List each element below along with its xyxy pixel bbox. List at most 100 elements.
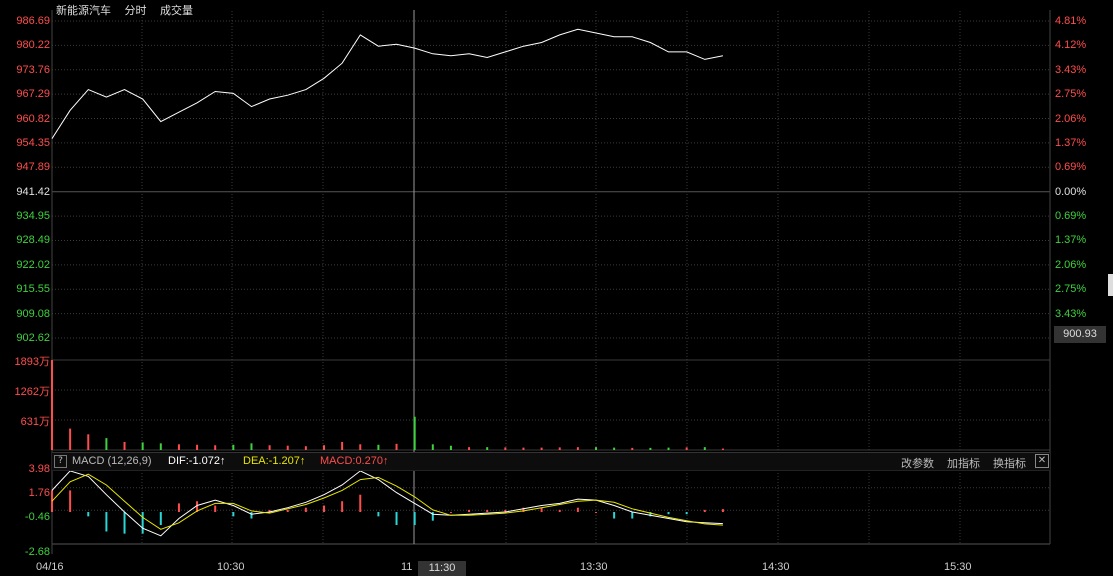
macd-histogram-bar bbox=[341, 501, 344, 513]
price-tick-label: 954.35 bbox=[16, 136, 50, 149]
macd-histogram-bar bbox=[323, 505, 325, 513]
volume-bar bbox=[196, 444, 199, 450]
volume-bar bbox=[123, 441, 126, 450]
macd-histogram-bar bbox=[613, 512, 616, 519]
macd-histogram-bar bbox=[177, 503, 180, 513]
macd-histogram-bar bbox=[486, 509, 489, 513]
volume-bar bbox=[667, 447, 670, 450]
macd-histogram-bar bbox=[703, 509, 706, 513]
volume-label[interactable]: 成交量 bbox=[160, 4, 193, 17]
volume-bar bbox=[649, 447, 652, 450]
macd-histogram-bar bbox=[268, 509, 271, 513]
x-label-11: 11 bbox=[401, 561, 413, 573]
macd-tick-label: -2.68 bbox=[24, 546, 50, 558]
macd-histogram-bar bbox=[105, 512, 108, 532]
index-name: 新能源汽车 bbox=[56, 4, 111, 17]
close-icon[interactable]: ✕ bbox=[1035, 454, 1049, 468]
mode-label[interactable]: 分时 bbox=[124, 4, 147, 17]
volume-bar bbox=[468, 447, 471, 450]
scroll-handle[interactable] bbox=[1108, 274, 1113, 296]
volume-bar bbox=[159, 443, 162, 450]
macd-params: (12,26,9) bbox=[107, 455, 152, 467]
volume-bar bbox=[576, 447, 579, 450]
dea-label: DEA:-1.207 bbox=[243, 455, 300, 467]
x-label-date: 04/16 bbox=[36, 561, 64, 573]
help-icon[interactable]: ? bbox=[54, 455, 67, 468]
macd-histogram-bar bbox=[649, 512, 652, 517]
volume-bar bbox=[105, 438, 108, 450]
macd-label: MACD:0.270 bbox=[320, 455, 383, 467]
volume-bar bbox=[449, 445, 452, 450]
macd-histogram-bar bbox=[558, 509, 561, 513]
macd-histogram-bar bbox=[595, 512, 597, 514]
volume-tick-label: 1262万 bbox=[14, 386, 50, 398]
macd-histogram-bar bbox=[449, 512, 452, 514]
volume-bar bbox=[613, 447, 616, 450]
volume-bar bbox=[87, 434, 90, 450]
x-label-1430: 14:30 bbox=[762, 561, 790, 573]
macd-histogram-bar bbox=[540, 507, 543, 513]
edit-params-button[interactable]: 改参数 bbox=[901, 457, 934, 470]
volume-bar bbox=[69, 428, 72, 450]
macd-title: MACD bbox=[72, 455, 105, 467]
percent-tick-label: 0.00% bbox=[1055, 185, 1087, 198]
dif-line bbox=[51, 470, 723, 537]
percent-tick-label: 2.75% bbox=[1055, 88, 1087, 101]
volume-tick-label: 1893万 bbox=[14, 356, 50, 368]
dea-arrow-icon: ↑ bbox=[299, 455, 306, 467]
volume-bar bbox=[359, 444, 362, 450]
macd-histogram-bar bbox=[395, 512, 398, 525]
macd-value: MACD:0.270↑ bbox=[320, 455, 388, 467]
add-indicator-button[interactable]: 加指标 bbox=[947, 457, 980, 470]
volume-bar bbox=[558, 447, 561, 450]
price-tick-label: 902.62 bbox=[16, 332, 50, 344]
volume-bar bbox=[522, 447, 525, 450]
macd-histogram-bar bbox=[413, 512, 416, 525]
price-tick-label: 967.29 bbox=[16, 88, 50, 101]
percent-tick-label: 0.69% bbox=[1055, 161, 1087, 174]
macd-histogram-bar bbox=[468, 509, 471, 513]
x-label-1030: 10:30 bbox=[217, 561, 245, 573]
volume-bar bbox=[486, 447, 489, 450]
macd-histogram-bar bbox=[576, 507, 579, 513]
volume-bar bbox=[685, 447, 688, 450]
volume-bar bbox=[703, 447, 706, 450]
volume-bar bbox=[721, 448, 724, 450]
cursor-time-label: 11:30 bbox=[418, 561, 466, 576]
percent-tick-label: 4.81% bbox=[1055, 15, 1087, 27]
macd-histogram-bar bbox=[377, 512, 380, 517]
volume-bar bbox=[286, 445, 289, 450]
macd-tick-label: -0.46 bbox=[24, 511, 50, 523]
macd-histogram-bar bbox=[431, 512, 434, 521]
macd-histogram-bar bbox=[359, 494, 362, 513]
chart-header: 新能源汽车 分时 成交量 bbox=[56, 2, 203, 18]
cursor-price-label: 900.93 bbox=[1054, 326, 1106, 343]
macd-histogram-bar bbox=[69, 490, 72, 513]
macd-histogram-bar bbox=[685, 512, 688, 515]
macd-tick-label: 1.76 bbox=[28, 487, 50, 499]
price-tick-label: 934.95 bbox=[16, 210, 50, 223]
volume-tick-label: 631万 bbox=[20, 416, 50, 428]
percent-tick-label: 2.06% bbox=[1055, 112, 1087, 125]
percent-tick-label: 0.69% bbox=[1055, 210, 1087, 223]
volume-bar bbox=[232, 444, 235, 450]
dea-value: DEA:-1.207↑ bbox=[243, 455, 305, 467]
macd-histogram-bar bbox=[51, 490, 53, 513]
price-tick-label: 922.02 bbox=[16, 258, 50, 271]
volume-bar bbox=[540, 447, 543, 450]
volume-bar bbox=[323, 445, 325, 450]
volume-bar bbox=[413, 416, 416, 450]
switch-indicator-button[interactable]: 换指标 bbox=[993, 457, 1026, 470]
percent-tick-label: 3.43% bbox=[1055, 63, 1087, 76]
dif-arrow-icon: ↑ bbox=[219, 455, 226, 467]
macd-histogram-bar bbox=[232, 512, 235, 517]
volume-bar bbox=[431, 444, 434, 450]
price-tick-label: 909.08 bbox=[16, 307, 50, 320]
macd-histogram-bar bbox=[196, 501, 199, 513]
volume-bar bbox=[268, 445, 271, 450]
price-tick-label: 986.69 bbox=[16, 15, 50, 27]
volume-bar bbox=[341, 441, 344, 450]
macd-arrow-icon: ↑ bbox=[382, 455, 389, 467]
percent-tick-label: 2.75% bbox=[1055, 283, 1087, 296]
